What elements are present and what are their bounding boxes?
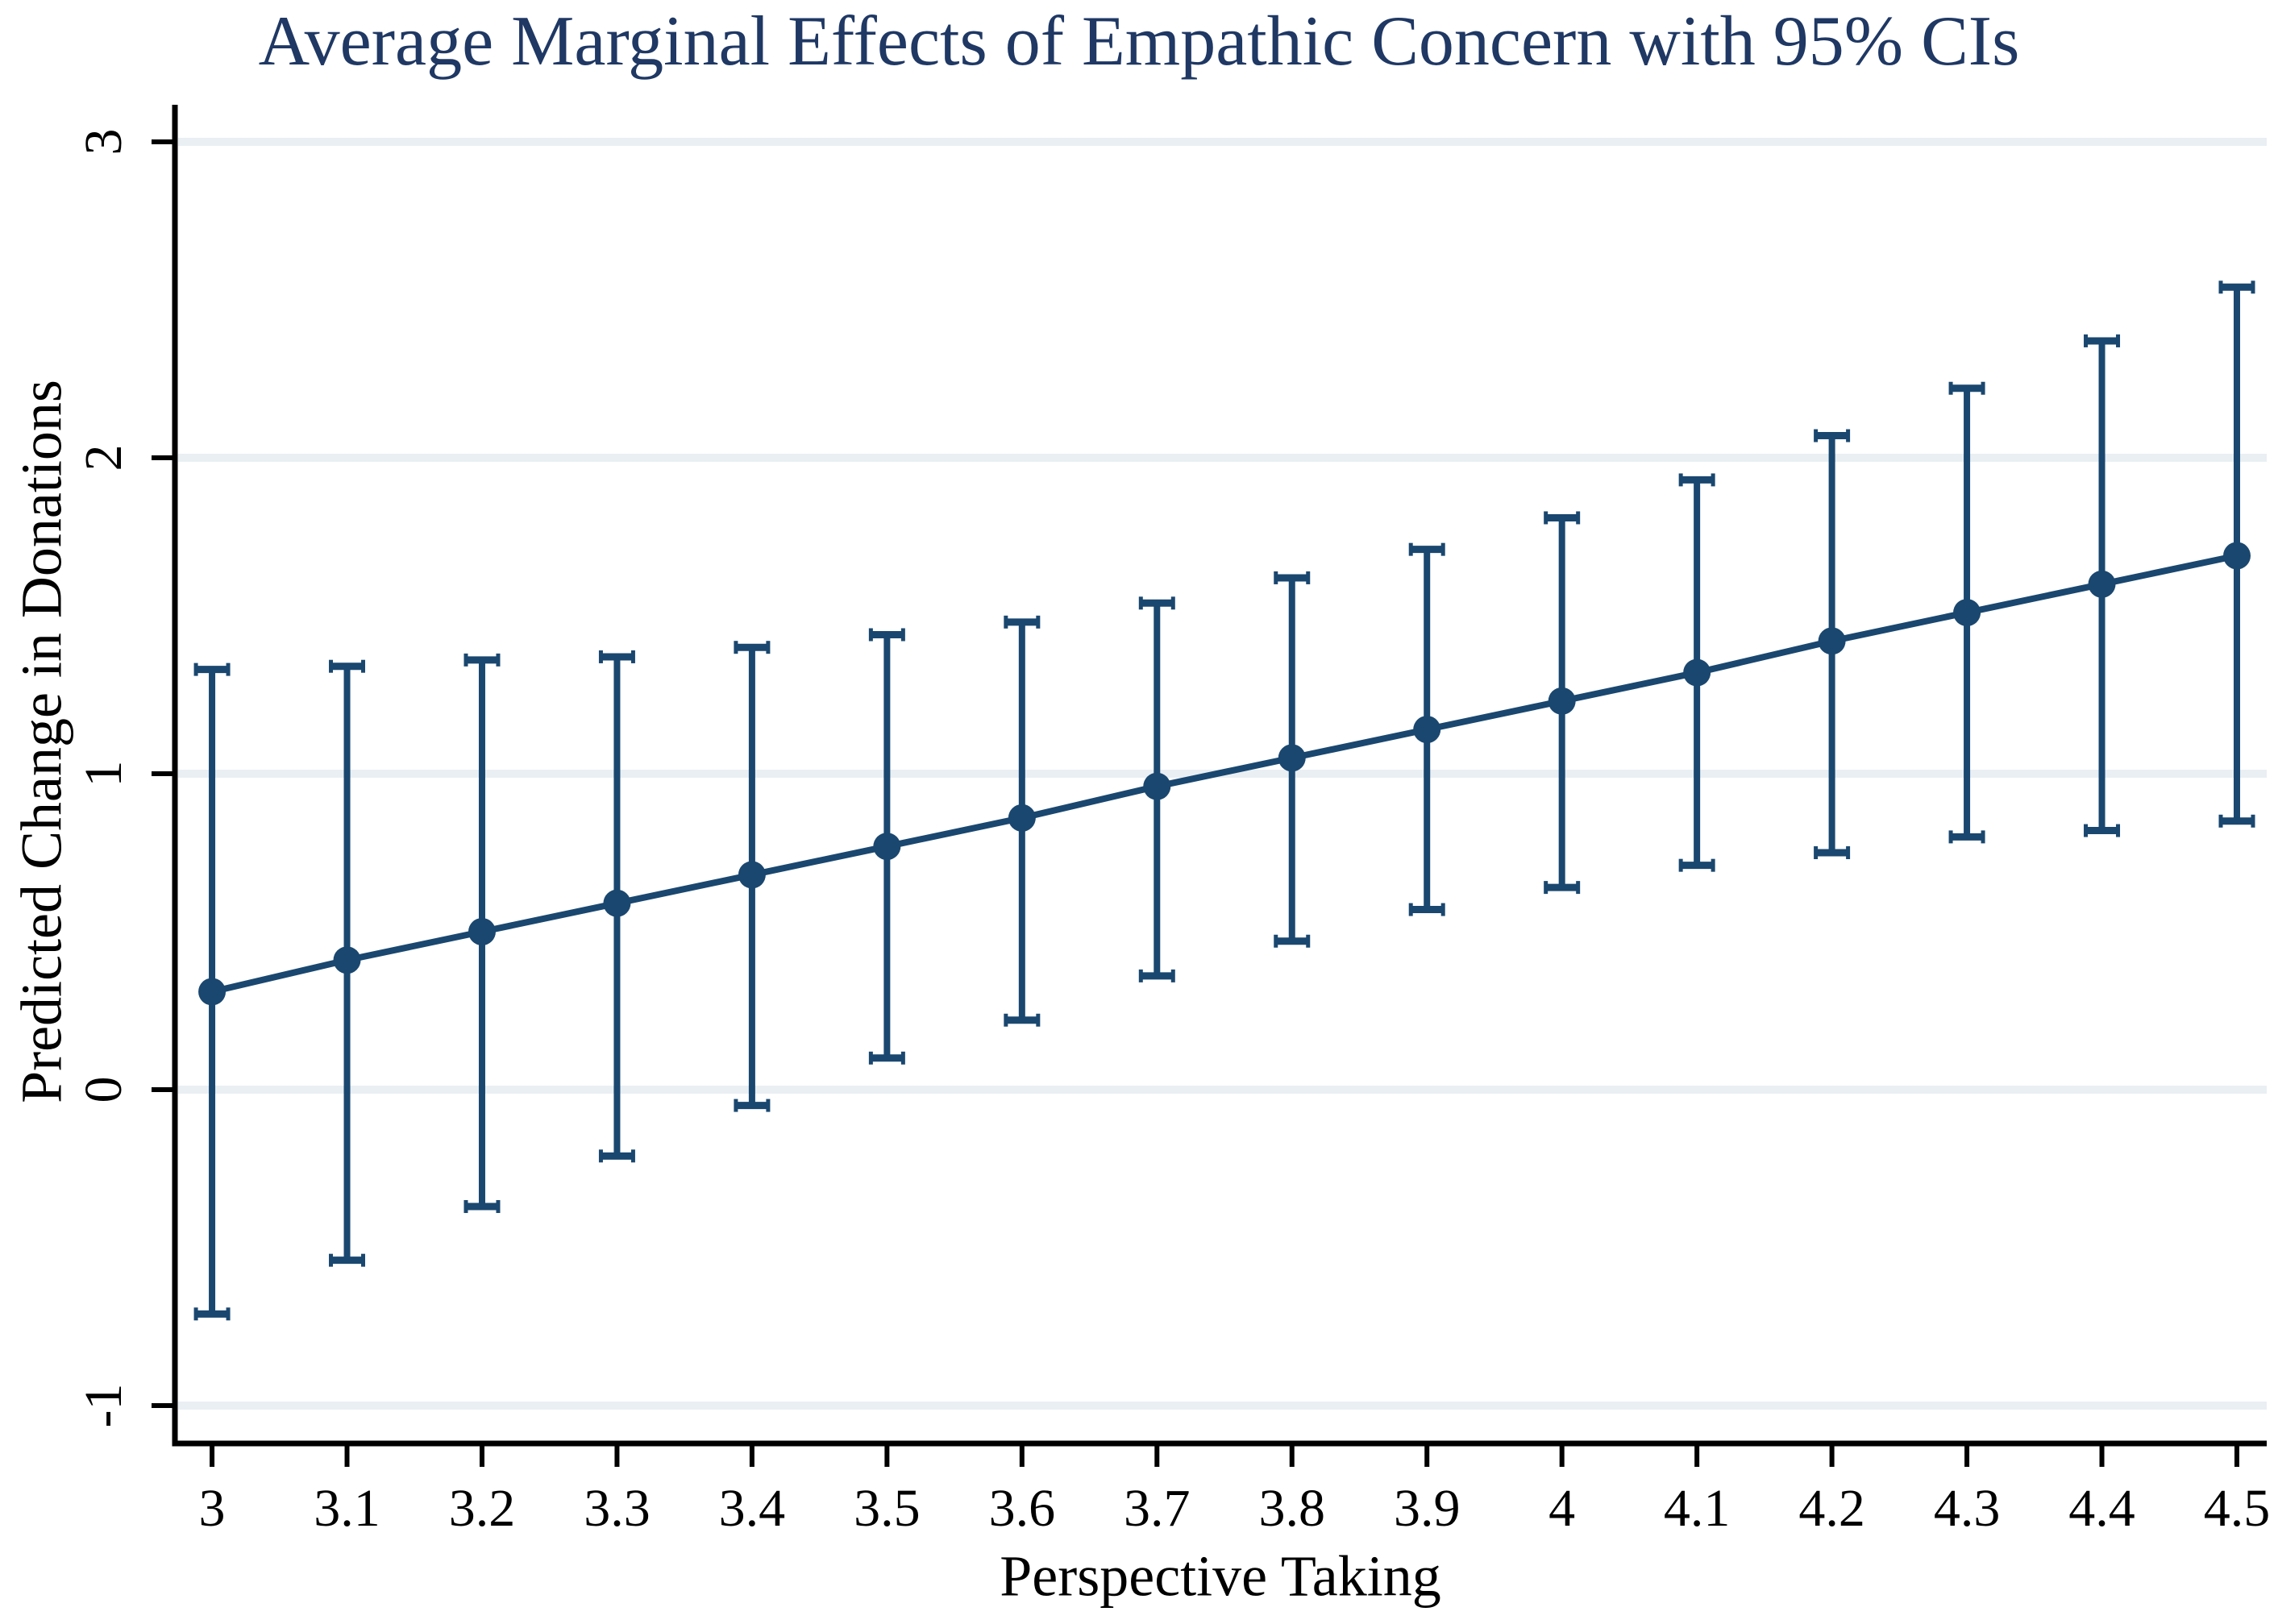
- x-tick-label: 4.4: [2068, 1479, 2135, 1538]
- x-tick-label: 3.6: [989, 1479, 1056, 1538]
- x-tick-label: 3.5: [854, 1479, 921, 1538]
- data-point: [2088, 570, 2116, 598]
- y-tick-label: 1: [74, 760, 133, 787]
- x-axis-title: Perspective Taking: [1000, 1543, 1441, 1609]
- y-axis-title: Predicted Change in Donations: [9, 380, 74, 1103]
- data-point: [2222, 542, 2251, 570]
- error-bars: [193, 280, 2255, 1321]
- data-point: [738, 861, 766, 889]
- x-tick-label: 4: [1548, 1479, 1575, 1538]
- x-tick-label: 3: [199, 1479, 226, 1538]
- x-tick-label: 4.5: [2204, 1479, 2271, 1538]
- x-tick-label: 3.3: [584, 1479, 651, 1538]
- data-point: [1953, 599, 1981, 627]
- data-point: [468, 917, 496, 945]
- data-point: [603, 889, 631, 917]
- data-point: [1548, 687, 1576, 715]
- x-tick-label: 3.1: [314, 1479, 380, 1538]
- data-point: [333, 946, 361, 974]
- x-tick-label: 4.2: [1798, 1479, 1865, 1538]
- data-point: [1818, 627, 1846, 655]
- data-point: [1143, 772, 1171, 800]
- x-tick-label: 3.7: [1124, 1479, 1191, 1538]
- data-point: [1008, 804, 1036, 832]
- x-tick-label: 4.3: [1934, 1479, 2001, 1538]
- x-tick-label: 3.8: [1259, 1479, 1326, 1538]
- data-point: [1413, 716, 1441, 744]
- x-tick-label: 3.2: [449, 1479, 516, 1538]
- x-tick-label: 4.1: [1664, 1479, 1731, 1538]
- y-tick-label: 0: [74, 1076, 133, 1103]
- data-point: [1278, 744, 1306, 772]
- x-tick-label: 3.4: [719, 1479, 786, 1538]
- y-tick-label: 2: [74, 444, 133, 471]
- axes: -1 0 1 2 3 3 3.1 3.2 3.3 3.4 3.5 3.6 3.7 3.8 3.9 4 4.1 4.…: [74, 105, 2270, 1538]
- data-point: [198, 978, 227, 1006]
- x-tick-label: 3.9: [1394, 1479, 1461, 1538]
- trend-line: [211, 552, 2238, 995]
- data-points: [198, 542, 2251, 1006]
- chart-title: Average Marginal Effects of Empathic Con…: [258, 2, 2020, 81]
- y-tick-label: 3: [74, 128, 133, 155]
- data-point: [1683, 658, 1711, 687]
- y-tick-label: -1: [74, 1384, 133, 1428]
- data-point: [873, 833, 901, 861]
